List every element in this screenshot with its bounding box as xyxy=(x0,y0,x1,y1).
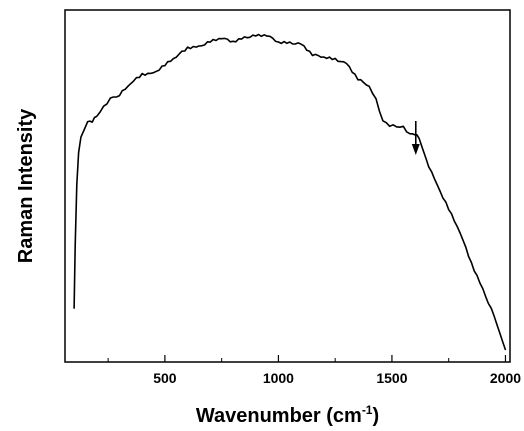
series-layer xyxy=(73,33,507,351)
plot-frame xyxy=(64,9,511,363)
annotation-layer xyxy=(411,121,420,155)
x-tick-label: 2000 xyxy=(490,370,521,386)
spectrum-line xyxy=(73,33,507,351)
x-axis-title: Wavenumber (cm-1) xyxy=(196,403,379,427)
x-tick-label: 1000 xyxy=(263,370,294,386)
x-axis-ticks: 500 1000 1500 2000 xyxy=(107,355,521,386)
x-tick-label: 500 xyxy=(153,370,177,386)
x-tick-label: 1500 xyxy=(376,370,407,386)
peak-arrow xyxy=(411,121,420,155)
y-axis-title: Raman Intensity xyxy=(15,108,37,263)
